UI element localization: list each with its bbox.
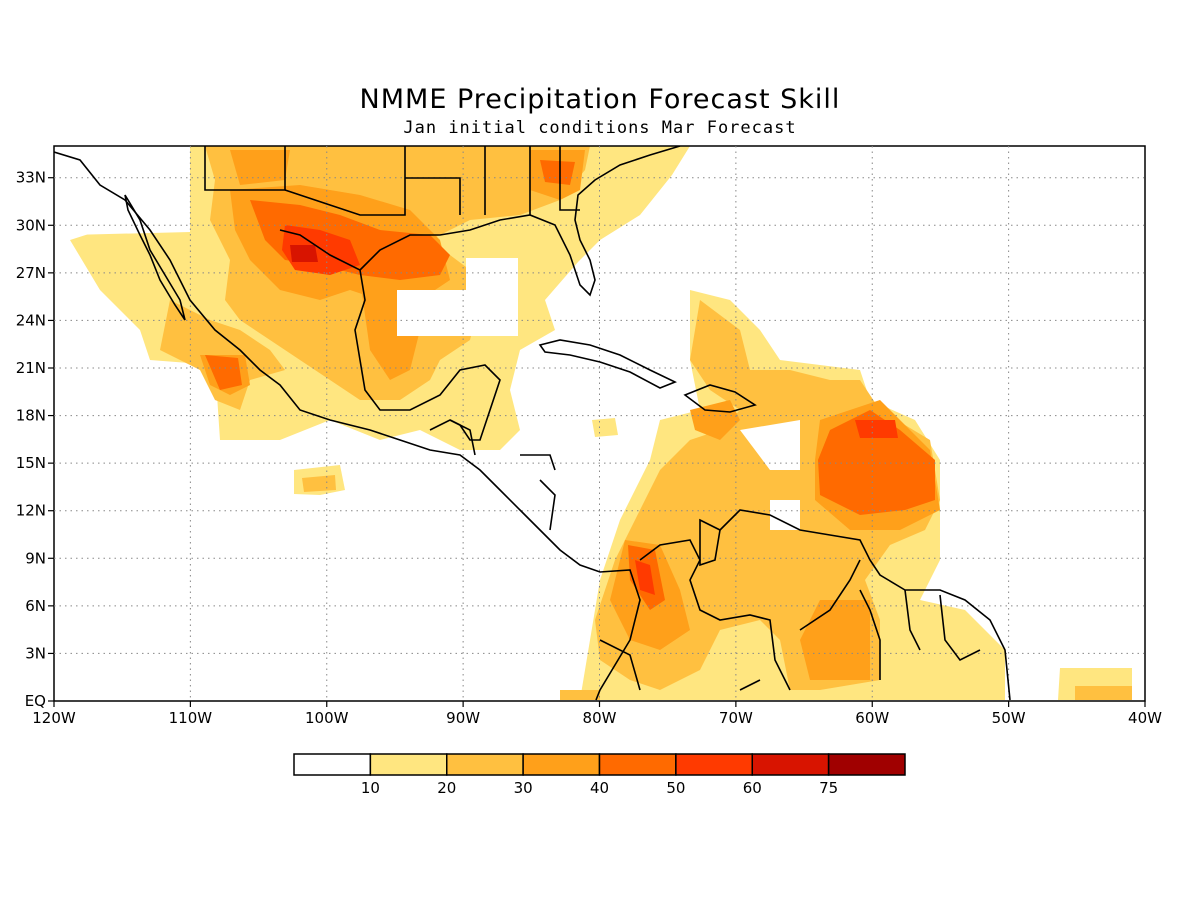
color-legend [293,753,906,776]
legend-swatch [827,753,906,776]
legend-label: 60 [743,779,762,797]
lon-label: 80W [583,709,617,727]
lon-label: 110W [169,709,213,727]
lat-label: 15N [16,454,46,472]
lat-label: 27N [16,264,46,282]
lat-label: 30N [16,216,46,234]
legend-swatch [598,753,677,776]
legend-label: 40 [590,779,609,797]
lat-label: EQ [25,692,46,710]
lon-label: 40W [1128,709,1162,727]
legend-swatch [751,753,830,776]
lat-label: 12N [16,502,46,520]
lon-label: 120W [32,709,76,727]
lat-label: 21N [16,359,46,377]
lat-label: 18N [16,407,46,425]
legend-label: 30 [514,779,533,797]
lat-label: 9N [25,549,46,567]
lat-label: 6N [25,597,46,615]
lat-axis-labels: 33N 30N 27N 24N 21N 18N 15N 12N 9N 6N 3N EQ [16,169,46,710]
legend-swatch [522,753,601,776]
lon-label: 100W [305,709,349,727]
axis-ticks [48,177,1146,707]
legend-swatch [293,753,372,776]
gridlines [54,146,1145,701]
lon-axis-labels: 120W 110W 100W 90W 80W 70W 60W 50W 40W [32,709,1162,727]
lat-label: 3N [25,644,46,662]
lat-label: 24N [16,311,46,329]
coastlines [54,146,1011,701]
lon-label: 50W [992,709,1026,727]
legend-label: 75 [819,779,838,797]
legend-swatch [369,753,448,776]
legend-label: 50 [666,779,685,797]
map-subtitle: Jan initial conditions Mar Forecast [403,118,797,138]
skill-shading [54,146,1132,700]
lon-label: 70W [719,709,753,727]
legend-swatch [446,753,524,776]
lat-label: 33N [16,169,46,187]
color-legend-labels: 10 20 30 40 50 60 75 [361,779,838,797]
legend-swatch [675,753,753,776]
legend-label: 20 [437,779,456,797]
lon-label: 60W [855,709,889,727]
legend-label: 10 [361,779,380,797]
map-title: NMME Precipitation Forecast Skill [359,84,841,115]
lon-label: 90W [446,709,480,727]
